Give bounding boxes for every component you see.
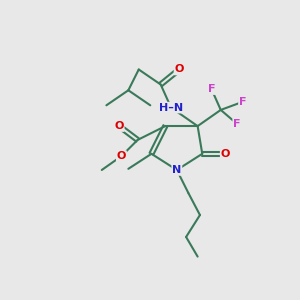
Text: O: O [114, 121, 124, 131]
Text: N: N [172, 165, 182, 175]
Text: H–N: H–N [159, 103, 183, 112]
Text: F: F [208, 84, 215, 94]
Text: F: F [239, 97, 246, 107]
Text: O: O [117, 151, 126, 161]
Text: O: O [175, 64, 184, 74]
Text: O: O [221, 149, 230, 159]
Text: F: F [233, 119, 241, 129]
